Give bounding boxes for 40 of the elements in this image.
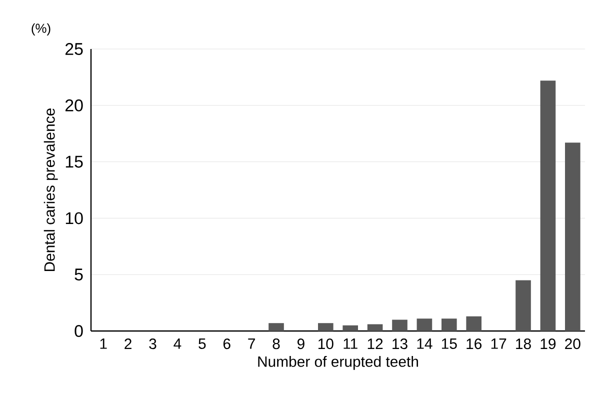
x-tick-label: 10 <box>318 338 334 350</box>
x-tick-label: 16 <box>466 338 482 350</box>
y-tick-label: 0 <box>74 325 83 337</box>
x-tick-label: 13 <box>392 338 408 350</box>
y-tick-label: 20 <box>66 99 83 112</box>
x-tick-label: 14 <box>417 338 432 349</box>
text: (%) <box>32 23 50 36</box>
bar <box>441 318 457 331</box>
bar <box>268 323 284 331</box>
bar <box>318 323 334 331</box>
x-tick-label: 2 <box>124 338 132 349</box>
x-tick-label: 1 <box>100 338 107 349</box>
x-tick-label: 7 <box>248 338 255 349</box>
x-tick-label: 19 <box>540 338 556 350</box>
bar <box>540 80 556 331</box>
x-tick-label: 3 <box>149 338 156 350</box>
x-axis-title: Number of erupted teeth <box>258 356 418 370</box>
bar <box>516 280 531 331</box>
x-tick-label: 18 <box>516 338 531 350</box>
x-tick-label: 8 <box>272 338 280 350</box>
bar <box>342 325 358 331</box>
x-tick-label: 4 <box>174 338 182 349</box>
x-tick-label: 11 <box>344 338 358 349</box>
y-axis-title: Dental caries prevalence <box>44 108 58 272</box>
x-tick-label: 6 <box>223 338 230 350</box>
bar <box>466 316 482 331</box>
y-tick-label: 5 <box>74 268 83 281</box>
y-tick-label: 10 <box>66 212 83 224</box>
bar <box>564 142 580 331</box>
y-tick-label: 25 <box>66 43 83 55</box>
x-tick-label: 17 <box>491 338 506 349</box>
y-tick-label: 15 <box>66 156 83 168</box>
bar <box>416 318 432 331</box>
x-tick-label: 15 <box>442 338 457 349</box>
x-tick-label: 12 <box>368 338 383 349</box>
x-tick-label: 5 <box>198 338 206 349</box>
bar <box>392 320 408 331</box>
bar <box>367 324 383 331</box>
x-tick-label: 9 <box>298 338 304 350</box>
x-tick-label: 20 <box>565 338 580 350</box>
